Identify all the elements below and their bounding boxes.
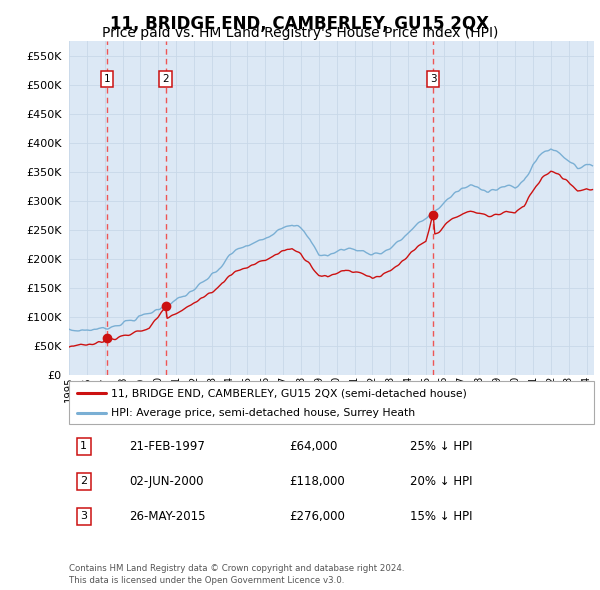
Text: 1: 1 bbox=[80, 441, 87, 451]
Text: 02-JUN-2000: 02-JUN-2000 bbox=[130, 475, 204, 488]
Text: £118,000: £118,000 bbox=[290, 475, 345, 488]
Text: Contains HM Land Registry data © Crown copyright and database right 2024.
This d: Contains HM Land Registry data © Crown c… bbox=[69, 565, 404, 585]
Text: HPI: Average price, semi-detached house, Surrey Heath: HPI: Average price, semi-detached house,… bbox=[111, 408, 415, 418]
Text: 11, BRIDGE END, CAMBERLEY, GU15 2QX: 11, BRIDGE END, CAMBERLEY, GU15 2QX bbox=[110, 15, 490, 33]
Text: 3: 3 bbox=[80, 512, 87, 522]
Text: 1: 1 bbox=[104, 74, 110, 84]
FancyBboxPatch shape bbox=[69, 381, 594, 424]
Text: 25% ↓ HPI: 25% ↓ HPI bbox=[410, 440, 473, 453]
Text: 15% ↓ HPI: 15% ↓ HPI bbox=[410, 510, 473, 523]
Text: £276,000: £276,000 bbox=[290, 510, 346, 523]
Text: 11, BRIDGE END, CAMBERLEY, GU15 2QX (semi-detached house): 11, BRIDGE END, CAMBERLEY, GU15 2QX (sem… bbox=[111, 388, 467, 398]
Text: 2: 2 bbox=[80, 477, 87, 486]
Text: 20% ↓ HPI: 20% ↓ HPI bbox=[410, 475, 473, 488]
Text: £64,000: £64,000 bbox=[290, 440, 338, 453]
Text: 21-FEB-1997: 21-FEB-1997 bbox=[130, 440, 205, 453]
Text: 3: 3 bbox=[430, 74, 436, 84]
Text: 26-MAY-2015: 26-MAY-2015 bbox=[130, 510, 206, 523]
Text: 2: 2 bbox=[163, 74, 169, 84]
Text: Price paid vs. HM Land Registry's House Price Index (HPI): Price paid vs. HM Land Registry's House … bbox=[102, 26, 498, 40]
